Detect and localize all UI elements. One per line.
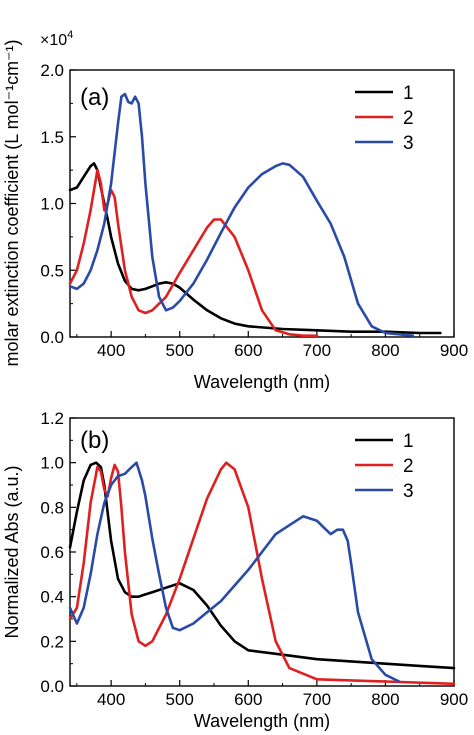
- x-tick-label: 500: [166, 341, 194, 360]
- y-tick-label: 1.0: [40, 454, 64, 473]
- x-axis-title-a: Wavelength (nm): [194, 372, 330, 392]
- series-lines-b: [68, 461, 456, 686]
- y-tick-label: 0.6: [40, 543, 64, 562]
- panel-a: 400 500 600 700 800 900 0.0 0.5 1.0 1.5 2.0 (a) ×1…: [2, 29, 468, 392]
- axis-ticks-a: 400 500 600 700 800 900 0.0 0.5 1.0 1.5 2.0: [40, 61, 468, 360]
- y-tick-label: 1.0: [40, 195, 64, 214]
- panel-b: 400 500 600 700 800 9000.00.20.40.60.81.01.2 …: [2, 409, 468, 731]
- x-tick-label: 800: [371, 341, 399, 360]
- x-tick-label: 400: [97, 341, 125, 360]
- series-3-line: [68, 461, 401, 683]
- legend-label-1: 1: [403, 431, 414, 452]
- legend-label-2: 2: [403, 108, 414, 129]
- y-tick-label: 0.4: [40, 588, 64, 607]
- x-tick-label: 800: [371, 690, 399, 709]
- y-tick-label: 0.8: [40, 498, 64, 517]
- y-axis-title-b: Normalized Abs (a.u.): [2, 465, 22, 638]
- legend-label-3: 3: [403, 481, 414, 502]
- x-tick-label: 500: [166, 690, 194, 709]
- y-axis-title-a: molar extinction coefficient (L mol⁻¹cm⁻…: [2, 39, 22, 366]
- series-2-line: [68, 168, 319, 338]
- y-tick-label: 1.2: [40, 409, 64, 428]
- y-multiplier-base: ×10: [40, 32, 67, 49]
- x-tick-label: 600: [234, 690, 262, 709]
- y-tick-label: 0.2: [40, 632, 64, 651]
- y-tick-label: 0.0: [40, 677, 64, 696]
- series-1-line: [68, 461, 456, 670]
- legend-label-2: 2: [403, 456, 414, 477]
- panel-label-a: (a): [80, 84, 109, 111]
- x-tick-label: 600: [234, 341, 262, 360]
- x-tick-label: 400: [97, 690, 125, 709]
- x-tick-label: 900: [440, 341, 468, 360]
- axis-ticks-b: 400 500 600 700 800 900 0.0 0.2 0.4 0.6 0.8 1.0 1.2: [40, 409, 468, 709]
- y-tick-label: 2.0: [40, 61, 64, 80]
- legend-a: 1 2 3: [355, 83, 414, 154]
- series-2-line: [68, 461, 456, 686]
- legend-b: 1 2 3: [355, 431, 414, 502]
- legend-label-3: 3: [403, 133, 414, 154]
- plot-frame-a: [69, 69, 455, 338]
- y-tick-label: 0.5: [40, 261, 64, 280]
- x-tick-label: 700: [303, 690, 331, 709]
- y-tick-label: 0.0: [40, 328, 64, 347]
- y-tick-label: 1.5: [40, 128, 64, 147]
- x-axis-title-b: Wavelength (nm): [194, 711, 330, 731]
- y-multiplier-exponent: 4: [67, 29, 73, 41]
- y-multiplier-a: ×104: [40, 29, 73, 49]
- x-tick-label: 700: [303, 341, 331, 360]
- x-tick-label: 900: [440, 690, 468, 709]
- series-lines-a: [68, 92, 442, 338]
- series-3-line: [68, 92, 415, 338]
- panel-label-b: (b): [80, 427, 109, 454]
- series-1-line: [68, 162, 442, 335]
- legend-label-1: 1: [403, 83, 414, 104]
